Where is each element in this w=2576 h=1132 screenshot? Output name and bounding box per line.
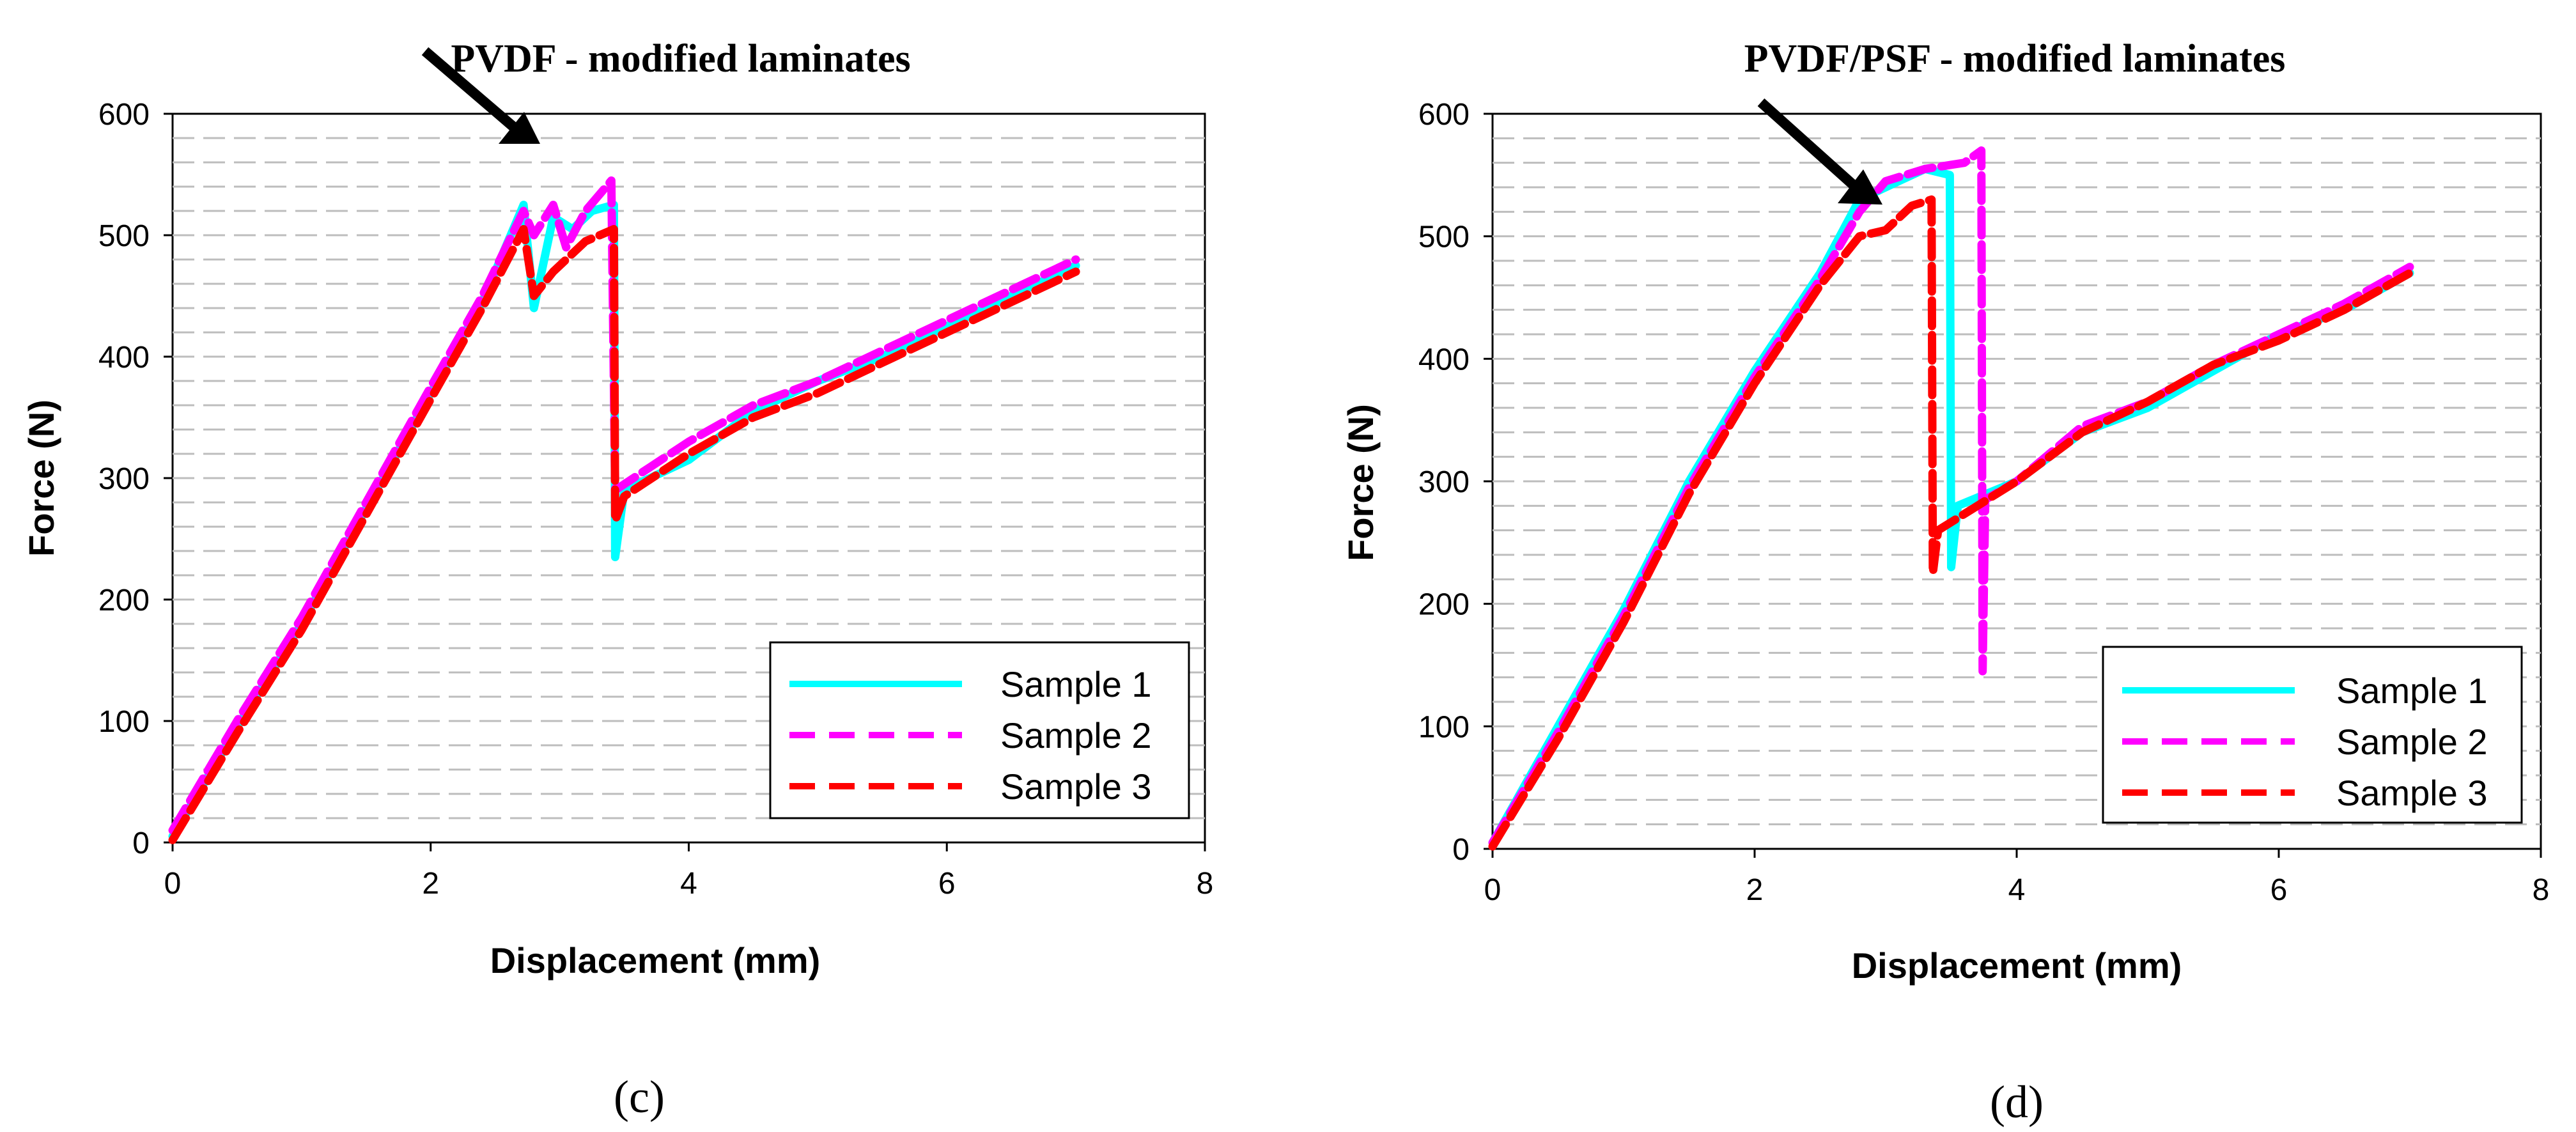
x-tick-label: 2 xyxy=(422,867,439,901)
chart-c-gridlines xyxy=(173,137,1205,819)
y-tick-label: 600 xyxy=(1418,98,1470,132)
chart-c-arrow-shaft xyxy=(421,47,518,132)
y-tick-label: 200 xyxy=(1418,588,1470,622)
chart-d-arrow xyxy=(1757,98,1882,205)
y-tick-label: 100 xyxy=(98,705,150,739)
chart-d-legend-label-1: Sample 1 xyxy=(2336,671,2488,711)
series-line-3 xyxy=(168,225,1080,844)
chart-d: 0 100 200 300 400 500 600 0 2 4 6 8 PVDF/PSF - mod… xyxy=(1340,37,2549,1128)
chart-c-y-axis-label: Force (N) xyxy=(21,399,61,557)
chart-d-legend: Sample 1 Sample 2 Sample 3 xyxy=(2102,646,2523,824)
chart-c-legend-box xyxy=(769,641,1190,819)
chart-d-arrow-head xyxy=(1838,169,1882,205)
chart-c-arrow-head xyxy=(499,112,540,144)
x-tick-label: 6 xyxy=(938,867,956,901)
chart-d-caption: (d) xyxy=(1990,1076,2044,1128)
chart-c-series xyxy=(168,176,1080,844)
chart-d-x-ticks: 0 2 4 6 8 xyxy=(1484,849,2550,907)
chart-c-y-ticks: 0 100 200 300 400 500 600 xyxy=(98,98,173,860)
x-tick-label: 8 xyxy=(2533,873,2550,907)
chart-d-title: PVDF/PSF - modified laminates xyxy=(1744,37,2286,81)
y-tick-label: 300 xyxy=(98,462,150,496)
chart-d-y-axis-label: Force (N) xyxy=(1340,404,1381,561)
y-tick-label: 400 xyxy=(1418,343,1470,376)
series-line-2 xyxy=(168,176,1080,835)
y-tick-label: 500 xyxy=(98,219,150,253)
chart-d-gridlines xyxy=(1493,137,2541,826)
x-tick-label: 0 xyxy=(1484,873,1501,907)
series-line-1 xyxy=(1488,164,2414,847)
y-tick-label: 100 xyxy=(1418,710,1470,744)
y-tick-label: 400 xyxy=(98,341,150,375)
x-tick-label: 2 xyxy=(1746,873,1764,907)
y-tick-label: 200 xyxy=(98,584,150,617)
y-tick-label: 300 xyxy=(1418,465,1470,499)
x-tick-label: 6 xyxy=(2270,873,2288,907)
chart-c-legend: Sample 1 Sample 2 Sample 3 xyxy=(769,641,1190,819)
y-tick-label: 0 xyxy=(132,826,150,860)
chart-c-x-axis-label: Displacement (mm) xyxy=(490,940,821,981)
y-tick-label: 600 xyxy=(98,98,150,132)
chart-d-arrow-shaft xyxy=(1757,98,1858,189)
series-line-3 xyxy=(1488,195,2414,851)
chart-c-legend-label-1: Sample 1 xyxy=(1000,664,1152,704)
x-tick-label: 4 xyxy=(680,867,697,901)
x-tick-label: 8 xyxy=(1197,867,1214,901)
y-tick-label: 0 xyxy=(1452,833,1470,867)
chart-c: 0 100 200 300 400 500 600 0 2 4 6 8 PVDF - modifie… xyxy=(21,37,1213,1122)
chart-c-caption: (c) xyxy=(614,1071,665,1122)
chart-d-series xyxy=(1488,146,2414,851)
x-tick-label: 4 xyxy=(2008,873,2026,907)
chart-c-legend-label-3: Sample 3 xyxy=(1000,766,1152,807)
chart-c-x-ticks: 0 2 4 6 8 xyxy=(164,842,1214,901)
chart-c-title: PVDF - modified laminates xyxy=(451,37,910,81)
chart-d-x-axis-label: Displacement (mm) xyxy=(1852,945,2182,986)
x-tick-label: 0 xyxy=(164,867,182,901)
chart-c-arrow xyxy=(421,47,540,144)
y-tick-label: 500 xyxy=(1418,221,1470,254)
chart-d-legend-label-2: Sample 2 xyxy=(2336,722,2488,762)
chart-d-y-ticks: 0 100 200 300 400 500 600 xyxy=(1418,98,1493,867)
chart-d-legend-label-3: Sample 3 xyxy=(2336,773,2488,813)
chart-c-legend-label-2: Sample 2 xyxy=(1000,715,1152,756)
